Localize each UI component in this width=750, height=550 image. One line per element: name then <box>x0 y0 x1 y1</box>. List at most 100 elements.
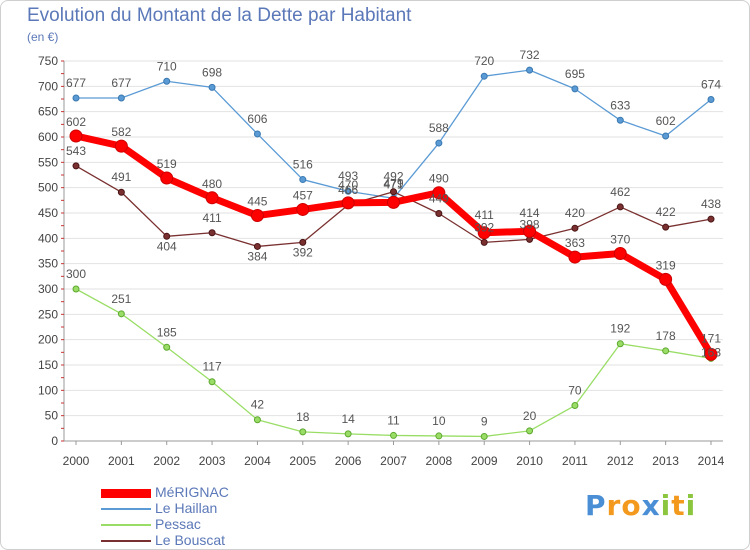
data-label-merignac: 457 <box>293 188 313 202</box>
data-point-le-bouscat <box>435 210 443 218</box>
y-tick-label: 100 <box>38 383 58 397</box>
x-tick-label: 2000 <box>63 454 90 468</box>
y-tick-label: 150 <box>38 358 58 372</box>
x-tick-label: 2004 <box>244 454 271 468</box>
data-label-merignac: 480 <box>202 177 222 191</box>
data-point-pessac <box>662 347 670 355</box>
data-label-pessac: 185 <box>157 325 177 339</box>
legend-swatch <box>101 524 151 526</box>
y-tick-label: 400 <box>38 231 58 245</box>
data-label-pessac: 70 <box>568 384 582 398</box>
data-label-le-haillan: 633 <box>610 98 630 112</box>
data-point-le-bouscat <box>390 188 397 196</box>
data-point-pessac <box>480 432 488 440</box>
data-label-le-haillan: 732 <box>520 48 540 62</box>
data-label-pessac: 300 <box>66 267 86 281</box>
data-label-pessac: 11 <box>387 413 400 427</box>
data-label-le-haillan: 516 <box>293 158 313 172</box>
data-point-merignac <box>659 272 673 286</box>
y-tick-label: 600 <box>38 130 58 144</box>
data-point-le-haillan <box>526 66 534 74</box>
legend-item-pessac[interactable]: Pessac <box>101 516 401 533</box>
legend-item-le-haillan[interactable]: Le Haillan <box>101 500 401 517</box>
x-tick-label: 2012 <box>607 454 634 468</box>
data-label-merignac: 490 <box>429 172 449 186</box>
x-tick-label: 2003 <box>199 454 226 468</box>
data-point-le-bouscat <box>72 162 80 170</box>
data-point-merignac <box>114 139 128 153</box>
data-label-le-bouscat: 466 <box>338 183 358 197</box>
data-point-pessac <box>299 428 307 436</box>
data-label-pessac: 10 <box>432 414 446 428</box>
data-point-le-haillan <box>299 176 307 184</box>
data-label-le-haillan: 698 <box>202 65 222 79</box>
data-point-le-bouscat <box>299 238 307 246</box>
data-label-pessac: 9 <box>481 414 488 428</box>
proxiti-logo: Proxiti <box>585 489 696 522</box>
logo-letter: r <box>606 489 622 522</box>
logo-letter: o <box>621 489 642 522</box>
data-label-le-bouscat: 392 <box>474 220 494 234</box>
data-label-pessac: 163 <box>701 345 721 359</box>
data-point-le-haillan <box>208 83 216 91</box>
data-point-merignac <box>341 196 355 210</box>
data-point-le-haillan <box>163 77 171 85</box>
data-label-le-bouscat: 384 <box>247 249 267 263</box>
data-label-le-haillan: 602 <box>656 114 676 128</box>
x-tick-label: 2008 <box>426 454 453 468</box>
data-label-merignac: 370 <box>610 233 630 247</box>
y-tick-label: 250 <box>38 307 58 321</box>
legend-item-le-bouscat[interactable]: Le Bouscat <box>101 532 401 549</box>
data-point-le-haillan <box>72 94 80 102</box>
data-point-merignac <box>432 186 446 200</box>
logo-letter: x <box>641 489 661 522</box>
data-point-merignac <box>69 129 83 143</box>
data-point-merignac <box>477 226 491 240</box>
data-label-le-bouscat: 420 <box>565 206 585 220</box>
legend-swatch <box>101 508 151 510</box>
data-label-le-bouscat: 462 <box>610 185 630 199</box>
data-label-le-bouscat: 422 <box>656 205 676 219</box>
legend-label: Pessac <box>155 516 201 532</box>
legend-item-merignac[interactable]: MéRIGNAC <box>101 484 401 501</box>
data-label-pessac: 117 <box>203 360 222 374</box>
data-point-pessac <box>208 378 216 386</box>
logo-letter: i <box>660 489 672 522</box>
data-point-pessac <box>435 432 443 440</box>
y-tick-label: 350 <box>38 257 58 271</box>
data-label-le-bouscat: 543 <box>66 144 86 158</box>
data-label-merignac: 445 <box>247 195 267 209</box>
data-label-pessac: 18 <box>296 410 310 424</box>
x-tick-label: 2005 <box>289 454 316 468</box>
data-label-le-haillan: 677 <box>66 76 86 90</box>
data-point-le-haillan <box>435 139 443 147</box>
data-label-le-haillan: 606 <box>247 112 267 126</box>
x-tick-label: 2002 <box>153 454 180 468</box>
data-label-le-bouscat: 392 <box>293 245 313 259</box>
data-point-pessac <box>344 430 352 438</box>
data-label-pessac: 251 <box>111 292 131 306</box>
data-label-le-bouscat: 404 <box>157 239 177 253</box>
data-label-le-haillan: 677 <box>111 76 131 90</box>
y-tick-label: 50 <box>45 409 59 423</box>
legend-label: Le Haillan <box>155 500 218 516</box>
data-label-le-haillan: 493 <box>338 169 358 183</box>
logo-letter: P <box>585 489 607 522</box>
data-point-pessac <box>616 340 624 348</box>
x-tick-label: 2001 <box>108 454 135 468</box>
x-tick-label: 2007 <box>380 454 407 468</box>
data-point-pessac <box>117 310 125 318</box>
y-tick-label: 650 <box>38 105 58 119</box>
y-tick-label: 500 <box>38 181 58 195</box>
logo-letter: t <box>671 489 686 522</box>
data-point-le-haillan <box>344 187 352 195</box>
data-point-le-bouscat <box>616 203 624 211</box>
data-label-le-bouscat: 449 <box>429 192 449 206</box>
data-label-le-bouscat: 492 <box>383 170 403 184</box>
data-point-le-bouscat <box>253 242 261 250</box>
data-label-le-haillan: 588 <box>429 121 449 135</box>
y-tick-label: 550 <box>38 155 58 169</box>
logo-letter: i <box>685 489 697 522</box>
data-point-pessac <box>72 285 80 293</box>
